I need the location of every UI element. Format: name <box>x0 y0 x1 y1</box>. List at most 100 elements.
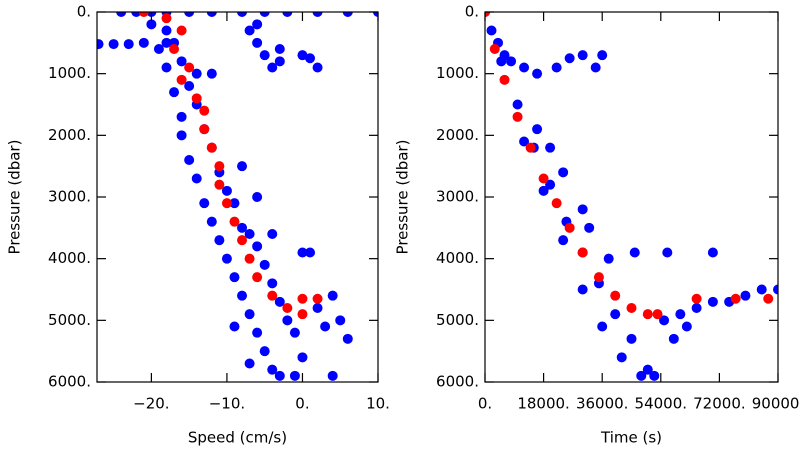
x-tick-label: 10. <box>366 395 390 413</box>
point <box>267 62 278 73</box>
y-tick-label: 6000. <box>48 373 91 391</box>
point <box>221 198 232 209</box>
point <box>237 290 248 301</box>
point <box>161 62 172 73</box>
point <box>691 303 702 313</box>
point <box>616 352 627 363</box>
point <box>282 303 293 313</box>
point <box>199 198 210 209</box>
y-axis-label: Pressure (dbar) <box>394 140 412 255</box>
point <box>642 364 653 375</box>
point <box>730 293 741 304</box>
x-tick-label: 18000. <box>517 395 570 413</box>
point <box>259 50 270 61</box>
y-tick-label: 4000. <box>48 249 91 267</box>
point <box>274 56 285 67</box>
point <box>342 333 353 344</box>
x-axis-label: Time (s) <box>600 429 662 447</box>
point <box>131 12 142 17</box>
point <box>342 12 353 17</box>
point <box>642 309 653 320</box>
point <box>312 293 323 304</box>
point <box>274 370 285 381</box>
panel: 0. 1000. 2000. 3000. 4000. 5000. 6000. −20. −10.… <box>6 3 390 447</box>
point <box>214 235 225 246</box>
point <box>252 19 263 30</box>
point <box>373 12 378 17</box>
point <box>773 284 778 295</box>
y-tick-label: 6000. <box>436 373 479 391</box>
point <box>221 185 232 196</box>
point <box>584 222 595 233</box>
point <box>176 74 187 85</box>
point <box>274 296 285 307</box>
point <box>169 44 180 54</box>
point <box>252 272 263 283</box>
point <box>707 247 718 258</box>
point <box>297 50 308 61</box>
point <box>206 12 217 17</box>
point <box>597 321 608 332</box>
point <box>146 19 157 30</box>
x-tick-label: 36000. <box>576 395 629 413</box>
point <box>259 12 270 17</box>
point <box>267 278 278 289</box>
point <box>191 173 202 184</box>
y-tick-label: 0. <box>77 3 91 21</box>
point <box>252 327 263 338</box>
point <box>312 62 323 73</box>
point <box>335 315 346 326</box>
y-tick-label: 2000. <box>436 126 479 144</box>
x-tick-label: −10. <box>209 395 245 413</box>
point <box>199 124 210 135</box>
point <box>138 37 149 48</box>
point <box>252 37 263 48</box>
point <box>153 44 164 54</box>
point <box>237 222 248 233</box>
point <box>237 12 248 17</box>
point <box>161 13 172 24</box>
y-tick-label: 1000. <box>48 64 91 82</box>
point <box>244 358 255 369</box>
point <box>538 173 549 184</box>
point <box>551 198 562 209</box>
point <box>305 53 316 64</box>
point <box>506 56 517 67</box>
point <box>305 247 316 258</box>
point <box>214 161 225 172</box>
point <box>199 105 210 116</box>
point <box>191 68 202 79</box>
point <box>108 39 119 50</box>
point <box>636 370 647 381</box>
y-tick-label: 5000. <box>436 311 479 329</box>
x-tick-label: 72000. <box>693 395 746 413</box>
point <box>312 303 323 313</box>
point <box>532 68 543 79</box>
point <box>626 303 637 313</box>
point <box>229 216 240 227</box>
point <box>161 25 172 36</box>
point <box>259 259 270 270</box>
point <box>169 87 180 98</box>
point <box>320 321 331 332</box>
point <box>297 293 308 304</box>
point <box>610 309 621 320</box>
point <box>161 37 172 48</box>
point <box>267 364 278 375</box>
point <box>138 12 149 17</box>
point <box>681 321 692 332</box>
y-tick-label: 5000. <box>48 311 91 329</box>
y-tick-label: 3000. <box>436 188 479 206</box>
point <box>603 253 614 264</box>
point <box>675 309 686 320</box>
points <box>485 12 778 381</box>
x-tick-label: 0. <box>478 395 492 413</box>
y-tick-label: 2000. <box>48 126 91 144</box>
point <box>496 56 507 67</box>
point <box>512 99 523 110</box>
point <box>274 44 285 54</box>
point <box>176 111 187 122</box>
point <box>214 179 225 190</box>
point <box>558 235 569 246</box>
point <box>297 309 308 320</box>
